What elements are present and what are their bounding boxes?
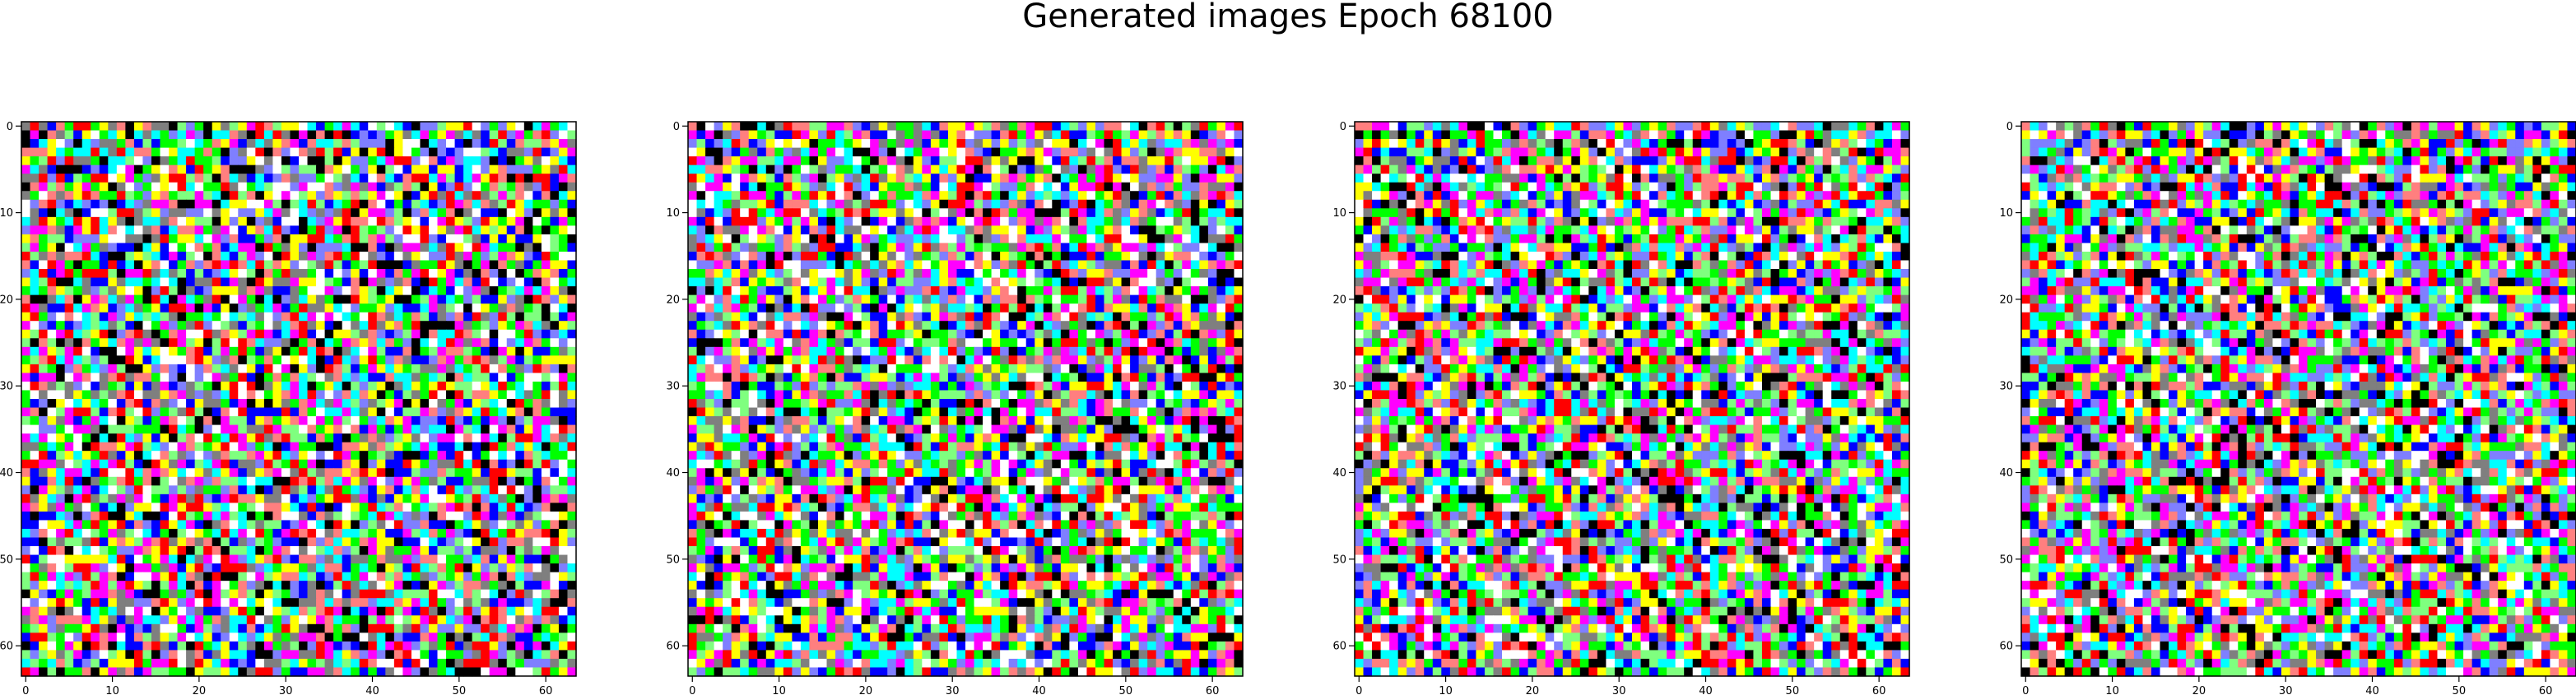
x-tick-label: 60: [2539, 685, 2553, 695]
y-tick-label: 50: [1332, 554, 1346, 566]
y-tick-label: 10: [666, 207, 680, 220]
y-tick-label: 0: [1340, 121, 1346, 133]
y-tick-label: 0: [7, 121, 13, 133]
x-tick-label: 10: [1439, 685, 1453, 695]
x-tick-label: 50: [453, 685, 467, 695]
y-tick-label: 10: [0, 207, 13, 220]
x-tick-label: 50: [1786, 685, 1800, 695]
y-tick-label: 10: [1332, 207, 1346, 220]
figure-title: Generated images Epoch 68100: [1022, 0, 1554, 35]
y-tick-label: 20: [1999, 294, 2013, 306]
y-tick-label: 0: [673, 121, 680, 133]
x-tick-label: 40: [1032, 685, 1046, 695]
x-tick-label: 30: [946, 685, 960, 695]
x-tick-label: 30: [1612, 685, 1626, 695]
generated-image-4-axes-frame: [2020, 121, 2576, 677]
x-tick-label: 20: [1526, 685, 1540, 695]
x-tick-label: 20: [859, 685, 873, 695]
x-tick-label: 60: [1872, 685, 1886, 695]
generated-image-2: [688, 122, 1244, 677]
x-tick-label: 0: [689, 685, 695, 695]
y-tick-label: 0: [2006, 121, 2013, 133]
generated-image-3-axes-frame: [1354, 121, 1910, 677]
y-tick-label: 30: [1999, 381, 2013, 393]
x-tick-label: 10: [105, 685, 119, 695]
x-tick-label: 30: [2279, 685, 2293, 695]
y-tick-label: 30: [1332, 381, 1346, 393]
x-tick-label: 0: [22, 685, 29, 695]
x-tick-label: 30: [279, 685, 293, 695]
generated-image-4: [2021, 122, 2576, 677]
y-tick-label: 50: [666, 554, 680, 566]
generated-image-4-panel: 0 10 20 30 40 50 60 0 10 20 30 40 50 60: [1999, 121, 2576, 695]
x-tick-label: 0: [2022, 685, 2029, 695]
generated-image-1: [21, 122, 577, 677]
generated-image-3: [1355, 122, 1910, 677]
y-tick-label: 60: [0, 641, 13, 653]
x-tick-label: 10: [772, 685, 786, 695]
x-tick-label: 60: [539, 685, 553, 695]
y-tick-label: 40: [0, 467, 13, 480]
x-tick-label: 40: [365, 685, 379, 695]
y-tick-label: 40: [666, 467, 680, 480]
x-tick-label: 40: [2365, 685, 2379, 695]
y-tick-label: 50: [0, 554, 13, 566]
y-tick-label: 50: [1999, 554, 2013, 566]
x-tick-label: 60: [1206, 685, 1220, 695]
y-tick-label: 30: [0, 381, 13, 393]
y-tick-label: 60: [666, 641, 680, 653]
x-tick-label: 10: [2105, 685, 2119, 695]
y-tick-label: 40: [1999, 467, 2013, 480]
y-tick-label: 30: [666, 381, 680, 393]
generated-image-1-panel: 0 10 20 30 40 50 60 0 10 20 30 40 50 60: [0, 121, 577, 695]
x-tick-label: 40: [1699, 685, 1713, 695]
x-tick-label: 50: [2453, 685, 2467, 695]
y-tick-label: 20: [666, 294, 680, 306]
generated-image-3-panel: 0 10 20 30 40 50 60 0 10 20 30 40 50 60: [1332, 121, 1910, 695]
y-tick-label: 60: [1999, 641, 2013, 653]
y-tick-label: 40: [1332, 467, 1346, 480]
x-tick-label: 20: [2192, 685, 2206, 695]
generated-image-1-axes-frame: [21, 121, 577, 677]
generated-image-2-axes-frame: [687, 121, 1244, 677]
y-tick-label: 60: [1332, 641, 1346, 653]
generated-image-2-panel: 0 10 20 30 40 50 60 0 10 20 30 40 50 60: [666, 121, 1244, 695]
x-tick-label: 50: [1119, 685, 1133, 695]
x-tick-label: 20: [193, 685, 207, 695]
x-tick-label: 0: [1355, 685, 1362, 695]
y-tick-label: 20: [0, 294, 13, 306]
y-tick-label: 20: [1332, 294, 1346, 306]
y-tick-label: 10: [1999, 207, 2013, 220]
